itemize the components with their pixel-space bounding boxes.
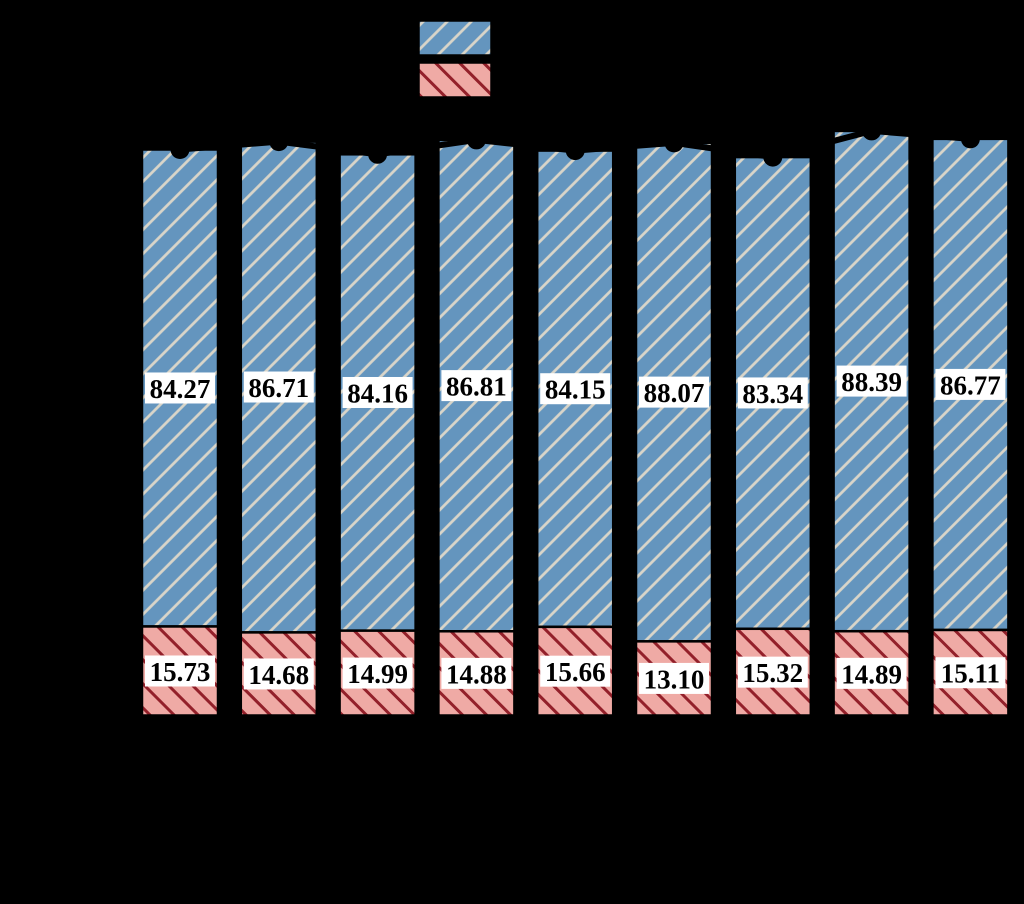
value-label-box-red-6 [639,662,709,694]
value-label-red-1: 15.73 [150,657,211,687]
value-label-red-8: 14.89 [841,659,902,689]
totals-marker-7 [763,147,783,167]
totals-marker-2 [269,132,289,152]
value-label-box-red-7 [737,656,808,688]
legend [418,20,492,98]
value-labels-layer: 84.27 15.73 86.71 14.68 84.16 14.99 86.81 14.88… [145,365,1006,694]
value-label-box-blue-7 [737,377,808,409]
value-label-box-red-4 [441,657,512,689]
value-label-box-blue-2 [243,371,314,403]
totals-marker-9 [960,129,980,149]
value-label-red-2: 14.68 [248,660,309,690]
value-label-box-blue-6 [639,376,709,408]
totals-marker-6 [664,133,684,153]
value-label-box-blue-4 [441,370,512,402]
value-label-box-red-2 [243,658,314,690]
value-label-box-blue-9 [935,368,1006,400]
value-label-red-3: 14.99 [347,659,408,689]
value-label-blue-5: 84.15 [545,375,606,405]
value-label-red-7: 15.32 [742,658,803,688]
value-label-box-red-1 [145,655,215,687]
value-label-red-9: 15.11 [941,659,1000,689]
value-label-blue-3: 84.16 [347,378,408,408]
value-label-blue-4: 86.81 [446,372,507,402]
value-label-blue-8: 88.39 [841,367,902,397]
totals-line-layer [170,121,980,167]
value-label-blue-2: 86.71 [248,373,309,403]
value-label-blue-7: 83.34 [742,379,803,409]
totals-marker-3 [368,144,388,164]
totals-marker-4 [466,130,486,150]
value-label-box-blue-5 [540,373,611,405]
value-label-box-red-3 [342,657,413,689]
value-label-blue-1: 84.27 [150,374,211,404]
value-label-red-4: 14.88 [446,659,507,689]
value-label-box-blue-8 [836,365,907,397]
legend-swatch-blue [418,20,492,56]
legend-swatch-red [418,62,492,98]
bars-layer [140,129,1010,717]
totals-marker-1 [170,140,190,159]
value-label-box-blue-1 [145,372,215,404]
value-label-box-red-8 [836,657,907,689]
value-label-box-blue-3 [342,376,413,408]
value-label-box-red-5 [540,655,611,687]
value-label-red-5: 15.66 [545,657,606,687]
value-label-blue-6: 88.07 [644,378,705,408]
value-label-box-red-9 [935,657,1006,689]
value-label-blue-9: 86.77 [940,370,1001,400]
value-label-red-6: 13.10 [644,664,705,694]
totals-marker-8 [862,121,882,141]
totals-marker-5 [565,141,585,161]
